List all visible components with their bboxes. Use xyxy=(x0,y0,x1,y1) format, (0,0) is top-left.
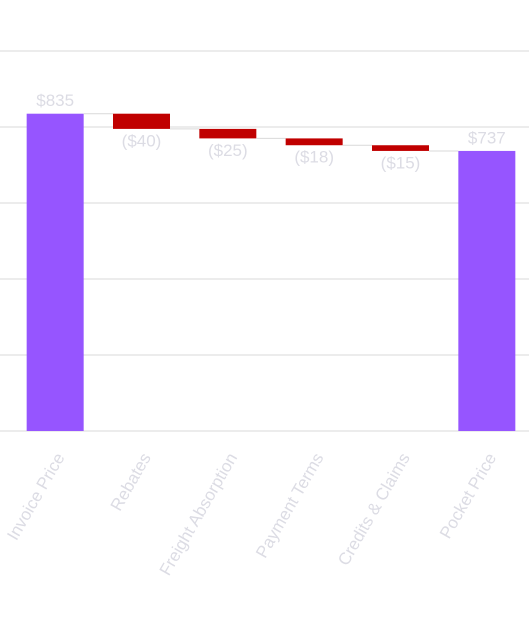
total-bar xyxy=(26,113,84,431)
decrease-bar xyxy=(372,145,429,151)
value-label: ($25) xyxy=(208,141,248,160)
x-tick-label: Rebates xyxy=(107,450,155,514)
x-tick-label: Invoice Price xyxy=(3,450,68,544)
value-label: $737 xyxy=(468,128,506,147)
x-tick-label: Payment Terms xyxy=(252,450,327,562)
x-tick-label: Pocket Price xyxy=(436,450,500,542)
decrease-bar xyxy=(199,128,257,139)
value-label: $835 xyxy=(36,91,74,110)
value-label: ($40) xyxy=(122,131,162,150)
value-label: ($18) xyxy=(294,148,334,167)
x-tick-label: Credits & Claims xyxy=(334,450,414,569)
decrease-bar xyxy=(113,113,170,129)
x-tick-label: Freight Absorption xyxy=(156,450,241,579)
value-label: ($15) xyxy=(381,153,421,172)
total-bar xyxy=(458,150,516,431)
decrease-bar xyxy=(285,138,343,146)
